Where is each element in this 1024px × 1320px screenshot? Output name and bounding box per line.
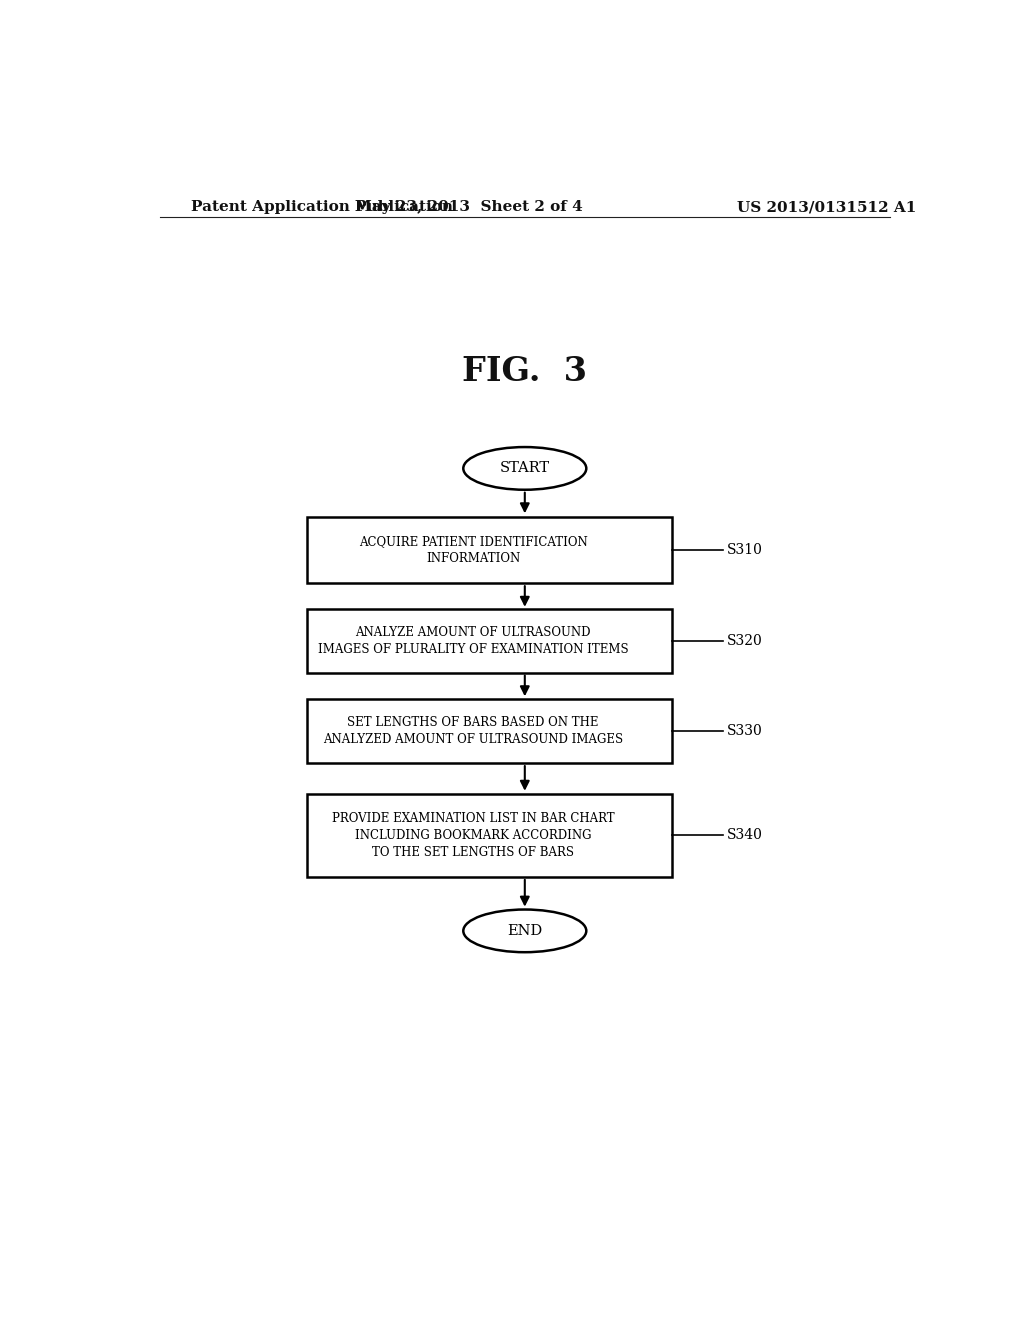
- Text: S340: S340: [727, 829, 763, 842]
- FancyBboxPatch shape: [306, 516, 672, 582]
- Ellipse shape: [463, 447, 587, 490]
- FancyBboxPatch shape: [306, 793, 672, 876]
- Text: START: START: [500, 462, 550, 475]
- Text: Patent Application Publication: Patent Application Publication: [191, 201, 454, 214]
- Text: May 23, 2013  Sheet 2 of 4: May 23, 2013 Sheet 2 of 4: [355, 201, 583, 214]
- Text: PROVIDE EXAMINATION LIST IN BAR CHART
INCLUDING BOOKMARK ACCORDING
TO THE SET LE: PROVIDE EXAMINATION LIST IN BAR CHART IN…: [332, 812, 614, 859]
- Text: END: END: [507, 924, 543, 939]
- Text: ANALYZE AMOUNT OF ULTRASOUND
IMAGES OF PLURALITY OF EXAMINATION ITEMS: ANALYZE AMOUNT OF ULTRASOUND IMAGES OF P…: [317, 626, 629, 656]
- FancyBboxPatch shape: [306, 609, 672, 673]
- Text: S310: S310: [727, 543, 763, 557]
- Text: FIG.  3: FIG. 3: [462, 355, 588, 388]
- Text: US 2013/0131512 A1: US 2013/0131512 A1: [736, 201, 916, 214]
- FancyBboxPatch shape: [306, 698, 672, 763]
- Text: ACQUIRE PATIENT IDENTIFICATION
INFORMATION: ACQUIRE PATIENT IDENTIFICATION INFORMATI…: [358, 535, 588, 565]
- Text: SET LENGTHS OF BARS BASED ON THE
ANALYZED AMOUNT OF ULTRASOUND IMAGES: SET LENGTHS OF BARS BASED ON THE ANALYZE…: [324, 715, 624, 746]
- Text: S320: S320: [727, 634, 763, 648]
- Ellipse shape: [463, 909, 587, 952]
- Text: S330: S330: [727, 723, 763, 738]
